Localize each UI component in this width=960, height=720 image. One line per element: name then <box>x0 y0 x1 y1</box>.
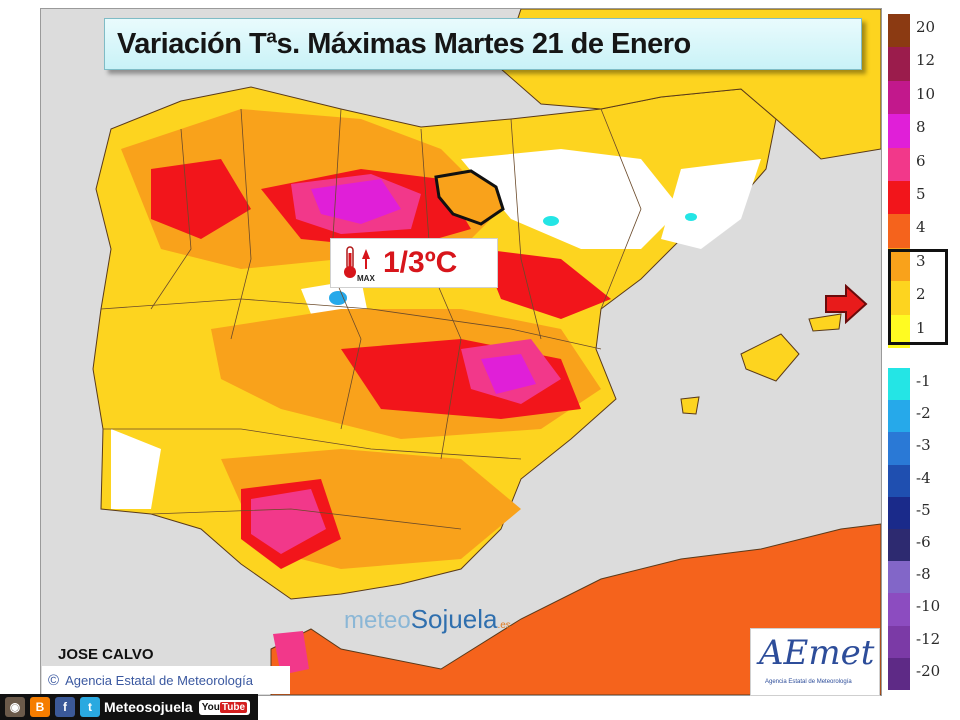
twitter-icon[interactable]: t <box>80 697 100 717</box>
white-zone-south <box>111 429 161 509</box>
blogger-icon[interactable]: B <box>30 697 50 717</box>
red-zone-ebro <box>481 249 611 319</box>
cyan-spot-madrid <box>329 291 347 305</box>
variation-value: 1/3ºC <box>383 246 458 279</box>
cyan-spot-catalonia <box>685 213 697 221</box>
legend-label: 12 <box>916 51 936 70</box>
la-rioja-outline <box>434 169 505 226</box>
watermark-sojuela: Sojuela <box>410 604 498 634</box>
aemet-logo-subtitle: Agencia Estatal de Meteorología <box>765 679 852 685</box>
legend-swatch <box>888 80 910 115</box>
map-title: Variación Tªs. Máximas Martes 21 de Ener… <box>117 27 691 60</box>
province-borders <box>100 108 642 530</box>
youtube-tube: Tube <box>219 701 248 713</box>
title-banner: Variación Tªs. Máximas Martes 21 de Ener… <box>104 18 862 70</box>
watermark-es: .es <box>497 620 511 631</box>
legend-negative-scale <box>888 368 910 690</box>
copyright-icon: © <box>48 671 60 689</box>
legend-swatch <box>888 247 910 282</box>
legend-label: -4 <box>916 468 931 487</box>
legend-swatch <box>888 400 910 433</box>
legend-label: -3 <box>916 436 931 455</box>
red-arrow-icon <box>825 284 868 324</box>
legend-label: -6 <box>916 533 931 551</box>
legend-swatch <box>888 214 910 248</box>
legend-label: 1 <box>916 318 926 337</box>
aemet-logo-word: AEmet <box>759 633 875 673</box>
agency-credit: © Agencia Estatal de Meteorología <box>42 666 290 694</box>
legend-swatch <box>888 14 910 48</box>
legend-positive-scale <box>888 14 910 348</box>
north-africa-land <box>270 523 881 695</box>
legend-label: 5 <box>916 185 926 203</box>
magenta-zone-purple <box>311 179 401 224</box>
iberia-map-graphic <box>92 9 881 695</box>
legend-swatch <box>888 432 910 465</box>
legend-swatch <box>888 47 910 81</box>
watermark-meteo: meteo <box>344 607 411 634</box>
legend-label: -2 <box>916 404 931 423</box>
legend-label: -12 <box>916 629 941 648</box>
menorca-island <box>808 313 842 332</box>
legend-label: -20 <box>916 661 941 680</box>
aemet-logo: AEmet Agencia Estatal de Meteorología <box>750 628 880 696</box>
social-handle[interactable]: Meteosojuela <box>104 699 193 715</box>
max-label: MAX <box>357 274 375 283</box>
legend-swatch <box>888 657 910 690</box>
magenta-zone-africa <box>273 631 309 675</box>
temperature-map <box>40 8 882 696</box>
facebook-icon[interactable]: f <box>55 697 75 717</box>
legend-label: -5 <box>916 500 931 519</box>
legend-label: 3 <box>916 251 926 270</box>
legend-swatch <box>888 561 910 594</box>
legend-swatch <box>888 180 910 215</box>
legend-swatch <box>888 593 910 626</box>
red-zone-galicia <box>151 159 251 239</box>
legend-label: 10 <box>916 84 936 103</box>
agency-text: Agencia Estatal de Meteorología <box>65 672 253 688</box>
mallorca-island <box>740 333 800 382</box>
legend-highlight-box <box>888 249 948 345</box>
legend-label: 6 <box>916 151 926 170</box>
magenta-zone-south <box>251 489 326 554</box>
author-name: JOSE CALVO <box>58 646 154 663</box>
legend-label: -8 <box>916 565 931 584</box>
youtube-icon[interactable]: You Tube <box>198 699 251 715</box>
legend-swatch <box>888 625 910 658</box>
legend-swatch <box>888 147 910 181</box>
legend-swatch <box>888 496 910 529</box>
white-zone-catalonia <box>661 159 761 249</box>
legend-swatch <box>888 368 910 401</box>
meteosojuela-watermark: meteoSojuela.es <box>344 604 511 635</box>
legend-label: 2 <box>916 285 926 304</box>
legend-swatch <box>888 281 910 315</box>
instagram-icon[interactable]: ◉ <box>5 697 25 717</box>
legend-label: 8 <box>916 118 926 137</box>
legend-swatch <box>888 528 910 562</box>
youtube-label: You <box>201 701 220 713</box>
white-zone-aragon <box>461 149 681 249</box>
legend-label: 20 <box>916 18 936 36</box>
legend-label: 4 <box>916 218 926 237</box>
ibiza-island <box>680 396 700 415</box>
variation-label-box: MAX 1/3ºC <box>330 238 498 288</box>
magenta-zone-purple-east <box>481 354 536 394</box>
legend-label: -10 <box>916 597 941 616</box>
thermometer-max-icon: MAX <box>344 246 375 283</box>
cyan-spot-aragon <box>543 216 559 226</box>
legend-label: -1 <box>916 372 931 390</box>
social-bar: ◉ B f t Meteosojuela You Tube <box>0 694 258 720</box>
legend-swatch <box>888 114 910 148</box>
legend-swatch <box>888 314 910 348</box>
legend-swatch <box>888 464 910 497</box>
